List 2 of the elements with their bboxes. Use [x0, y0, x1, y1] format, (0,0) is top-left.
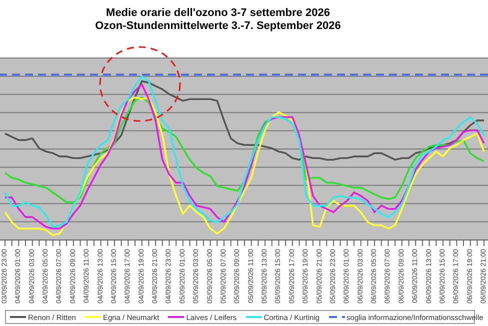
chart-subtitle: Ozon-Stundenmittelwerte 3.-7. September 2026: [94, 20, 342, 33]
chart-title: Medie orarie dell'ozono 3-7 settembre 2026: [105, 7, 331, 20]
